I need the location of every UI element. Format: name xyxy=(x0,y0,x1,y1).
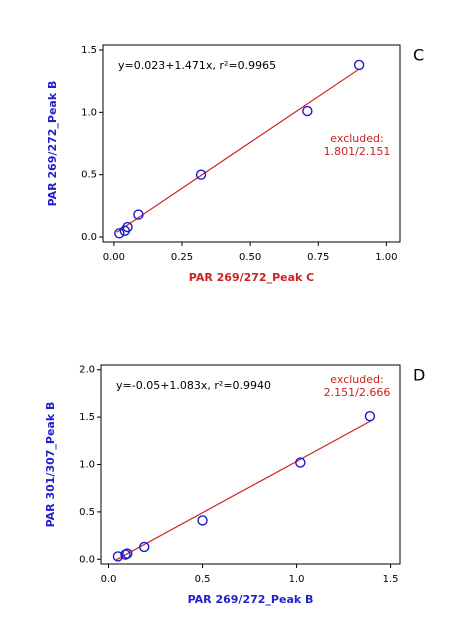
y-axis-label: PAR 301/307_Peak B xyxy=(44,402,57,528)
fit-line xyxy=(116,68,360,233)
y-tick-label: 1.5 xyxy=(79,412,95,423)
data-point xyxy=(122,221,133,233)
data-point xyxy=(114,228,125,239)
data-point xyxy=(133,209,144,220)
panel-letter: C xyxy=(413,46,424,65)
x-tick-label: 1.0 xyxy=(289,574,305,585)
y-axis-label: PAR 269/272_Peak B xyxy=(46,81,59,207)
excluded-note: excluded: xyxy=(330,132,383,145)
excluded-note: 2.151/2.666 xyxy=(324,386,391,399)
data-point xyxy=(197,515,208,526)
x-tick-label: 0.75 xyxy=(307,252,329,263)
data-point xyxy=(122,548,133,559)
y-tick-label: 0.5 xyxy=(79,507,95,518)
x-axis-label: PAR 269/272_Peak B xyxy=(188,593,314,606)
data-point xyxy=(295,457,306,468)
y-tick-label: 2.0 xyxy=(79,365,95,376)
data-point xyxy=(302,105,313,117)
data-point xyxy=(139,541,150,553)
data-point xyxy=(364,410,376,422)
y-tick-label: 1.0 xyxy=(81,107,97,118)
x-tick-label: 0.0 xyxy=(101,574,117,585)
equation: y=0.023+1.471x, r²=0.9965 xyxy=(118,59,276,72)
panel-letter: D xyxy=(413,366,425,385)
y-tick-label: 1.0 xyxy=(79,460,95,471)
x-axis-label: PAR 269/272_Peak C xyxy=(189,271,314,284)
y-tick-label: 1.5 xyxy=(81,45,97,56)
x-tick-label: 0.5 xyxy=(195,574,211,585)
equation: y=-0.05+1.083x, r²=0.9940 xyxy=(116,379,271,392)
y-tick-label: 0.0 xyxy=(79,554,95,565)
y-tick-label: 0.5 xyxy=(81,170,97,181)
x-tick-label: 1.00 xyxy=(375,252,397,263)
excluded-note: excluded: xyxy=(330,373,383,386)
x-tick-label: 0.25 xyxy=(171,252,193,263)
data-point xyxy=(112,551,124,562)
fit-line xyxy=(115,419,373,561)
excluded-note: 1.801/2.151 xyxy=(324,145,391,158)
x-tick-label: 0.50 xyxy=(239,252,261,263)
data-point xyxy=(195,169,207,180)
x-tick-label: 1.5 xyxy=(383,574,399,585)
data-point xyxy=(353,59,365,71)
plot-frame xyxy=(102,44,401,243)
x-tick-label: 0.00 xyxy=(103,252,125,263)
y-tick-label: 0.0 xyxy=(81,232,97,243)
